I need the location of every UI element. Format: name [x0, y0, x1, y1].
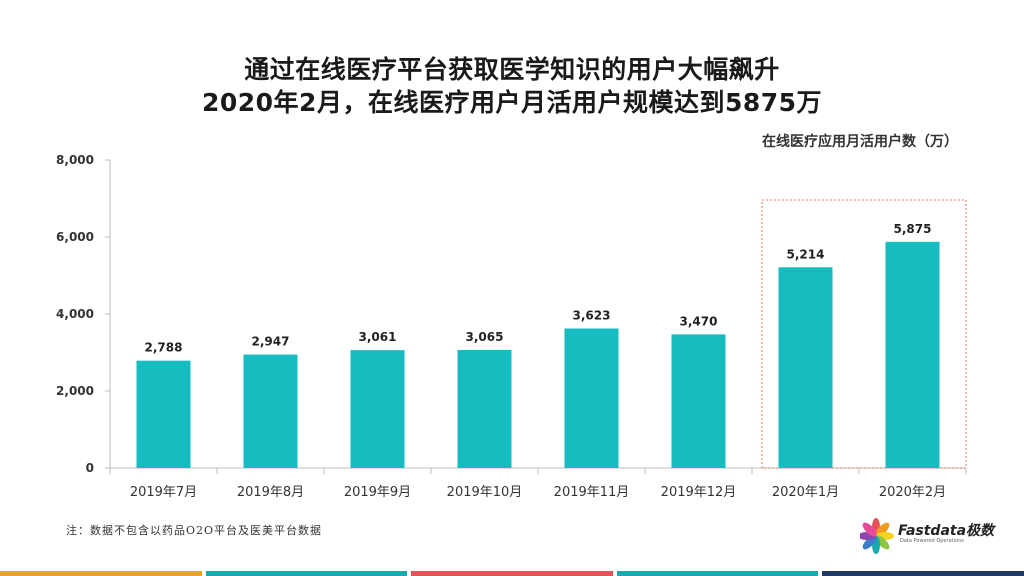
footer-color-bar: [0, 571, 1024, 576]
x-tick-label: 2019年12月: [661, 485, 737, 500]
data-label: 3,061: [359, 330, 397, 344]
bar: [243, 354, 298, 468]
footer-color-segment: [0, 571, 202, 576]
logo-name: Fastdata极数: [898, 523, 995, 539]
bar: [350, 350, 405, 468]
bar: [671, 334, 726, 468]
x-tick-label: 2019年11月: [554, 485, 630, 500]
y-tick-label: 4,000: [56, 307, 94, 321]
data-label: 3,623: [573, 309, 611, 323]
x-tick-label: 2020年1月: [772, 485, 839, 500]
footer-color-segment: [616, 571, 819, 576]
highlight-box: [761, 199, 967, 469]
x-tick-label: 2019年9月: [344, 485, 411, 500]
chart-title-line2: 2020年2月，在线医疗用户月活用户规模达到5875万: [201, 88, 823, 117]
footer-color-segment: [205, 571, 408, 576]
y-tick-label: 0: [86, 461, 94, 475]
x-tick-label: 2019年8月: [237, 485, 304, 500]
bar: [778, 267, 833, 468]
data-label: 5,214: [787, 247, 825, 261]
footnote: 注：数据不包含以药品O2O平台及医美平台数据: [66, 524, 323, 537]
logo-tagline: Data Powered Operations: [900, 538, 964, 544]
pinwheel-logo-icon: [858, 518, 894, 554]
data-label: 3,065: [466, 330, 504, 344]
bar: [136, 360, 191, 468]
y-tick-label: 2,000: [56, 384, 94, 398]
x-tick-label: 2020年2月: [879, 485, 946, 500]
chart-title-line1: 通过在线医疗平台获取医学知识的用户大幅飙升: [244, 55, 780, 84]
y-tick-label: 8,000: [56, 153, 94, 167]
footer-color-segment: [822, 571, 1024, 576]
bar: [564, 328, 619, 468]
brand-logo: Fastdata极数 Data Powered Operations: [858, 516, 994, 556]
y-axis-unit-label: 在线医疗应用月活用户数（万）: [762, 134, 958, 150]
data-label: 5,875: [894, 222, 932, 236]
y-tick-label: 6,000: [56, 230, 94, 244]
data-label: 3,470: [680, 314, 718, 328]
bar: [885, 241, 940, 468]
x-tick-label: 2019年10月: [447, 485, 523, 500]
data-label: 2,947: [252, 335, 290, 349]
data-label: 2,788: [145, 341, 183, 355]
x-tick-label: 2019年7月: [130, 485, 197, 500]
bar: [457, 349, 512, 468]
footer-color-segment: [411, 571, 613, 576]
